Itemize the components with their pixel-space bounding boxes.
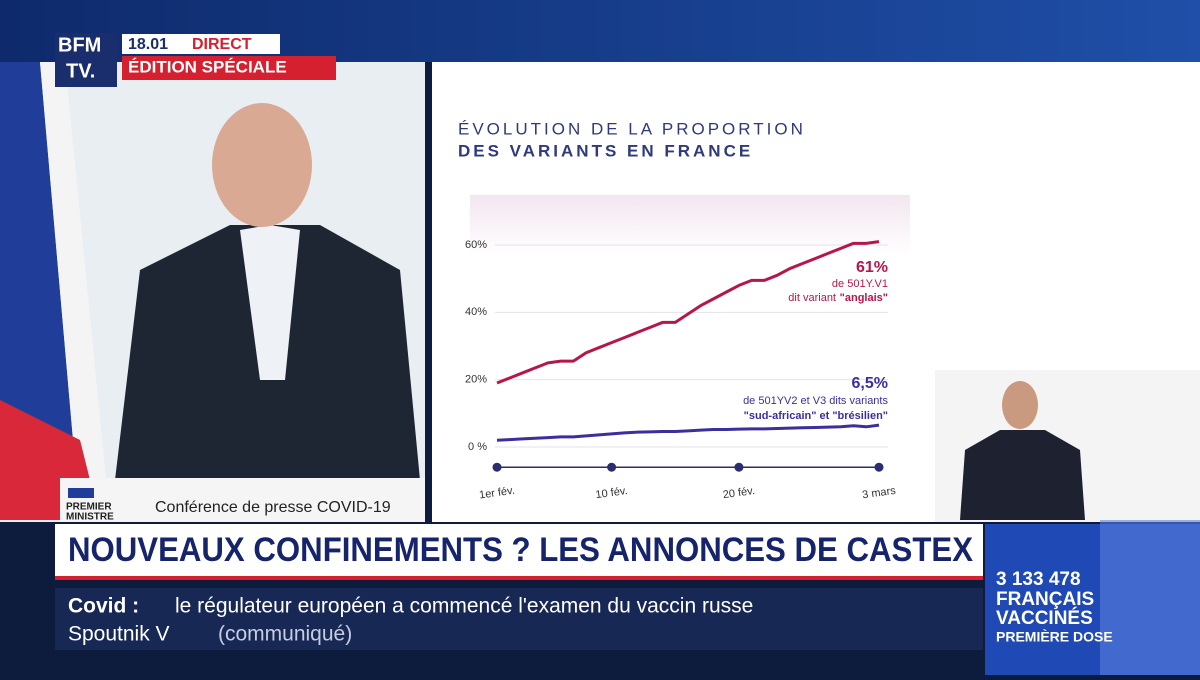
y-tick-label: 20% xyxy=(465,374,487,386)
y-tick-label: 0 % xyxy=(468,441,487,453)
counter-label: VACCINÉS xyxy=(996,607,1093,629)
speaker-title: PREMIER xyxy=(66,502,112,513)
speaker-title: MINISTRE xyxy=(66,512,114,523)
headline: NOUVEAUX CONFINEMENTS ? LES ANNONCES DE … xyxy=(68,531,973,569)
annotation: dit variant xyxy=(788,292,836,304)
time: 18.01 xyxy=(128,36,168,53)
counter-label: PREMIÈRE DOSE xyxy=(996,629,1113,645)
ticker-text: le régulateur européen a commencé l'exam… xyxy=(175,595,753,618)
vaccine-vial xyxy=(1100,520,1200,675)
x-axis-dot xyxy=(492,462,502,472)
headline-underline xyxy=(55,576,983,580)
annotation: "sud-africain" et "brésilien" xyxy=(744,410,888,422)
series-line xyxy=(496,240,880,385)
chart-title: ÉVOLUTION DE LA PROPORTION xyxy=(458,119,806,138)
flag-white xyxy=(40,62,110,520)
logo: BFM xyxy=(58,34,101,56)
interpreter-body xyxy=(960,430,1085,520)
chart: 0 % 20% 40% 60% 1er fév. 10 fév. 20 fév. 3 mars… xyxy=(465,239,897,502)
ticker-text: Spoutnik V xyxy=(68,623,170,646)
time-box xyxy=(122,34,182,54)
counter-label: FRANÇAIS xyxy=(996,589,1094,610)
x-tick-label: 3 mars xyxy=(862,485,897,502)
x-tick-label: 20 fév. xyxy=(722,485,756,501)
flag-blue xyxy=(0,62,80,520)
live: DIRECT xyxy=(192,36,252,53)
x-axis-dot xyxy=(734,462,744,472)
edition: ÉDITION SPÉCIALE xyxy=(128,57,287,76)
lectern-sign xyxy=(60,478,425,522)
counter-number: 3 133 478 xyxy=(996,569,1081,590)
ticker-source: (communiqué) xyxy=(218,623,352,646)
series-line xyxy=(496,423,880,442)
ticker-box xyxy=(55,588,983,650)
annotation: de 501YV2 et V3 dits variants xyxy=(743,395,888,407)
live-box xyxy=(182,34,280,54)
ticker-topic: Covid : xyxy=(68,595,139,618)
chart-subtitle: DES VARIANTS EN FRANCE xyxy=(458,141,753,160)
logo-gov xyxy=(68,488,94,498)
y-tick-label: 40% xyxy=(465,306,487,318)
x-tick-label: 1er fév. xyxy=(478,485,515,502)
edition-box xyxy=(122,56,336,80)
logo-box xyxy=(55,33,117,87)
headline-box xyxy=(55,524,983,580)
annotation: 6,5% xyxy=(852,375,888,392)
y-tick-label: 60% xyxy=(465,239,487,251)
speaker-head xyxy=(212,103,312,227)
x-tick-label: 10 fév. xyxy=(595,485,629,501)
event-name: Conférence de presse COVID-19 xyxy=(155,499,391,516)
logo: TV. xyxy=(66,60,95,82)
speaker-shirt xyxy=(240,225,300,380)
annotation: "anglais" xyxy=(840,292,888,304)
x-axis-dot xyxy=(874,462,884,472)
x-axis-dot xyxy=(607,462,617,472)
annotation: de 501Y.V1 xyxy=(832,278,888,290)
annotation: 61% xyxy=(856,259,888,276)
interpreter-head xyxy=(1002,381,1038,429)
